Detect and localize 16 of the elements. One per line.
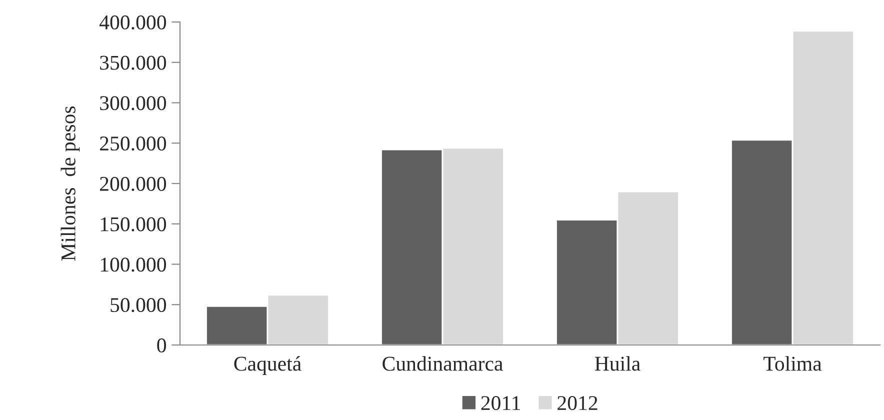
legend-label: 2012: [558, 396, 598, 410]
y-tick-label: 250.000: [100, 136, 166, 151]
x-tick-label: Cundinamarca: [382, 356, 503, 371]
y-tick-label: 200.000: [100, 176, 166, 192]
x-tick-label: Caquetá: [234, 356, 302, 376]
y-tick-label: 150.000: [100, 217, 166, 232]
y-tick-label: 350.000: [100, 56, 166, 70]
x-tick-label: Huila: [594, 356, 640, 371]
y-tick-label: 400.000: [100, 15, 166, 30]
legend-label: 2011: [481, 396, 520, 410]
y-tick-label: 50.000: [110, 298, 166, 312]
y-axis-title: Millones de pesos: [60, 106, 80, 261]
y-tick-label: 300.000: [100, 96, 166, 110]
y-tick-label: 100.000: [100, 258, 166, 272]
x-tick-label: Tolima: [764, 356, 822, 371]
y-tick-label: 0: [157, 338, 166, 352]
